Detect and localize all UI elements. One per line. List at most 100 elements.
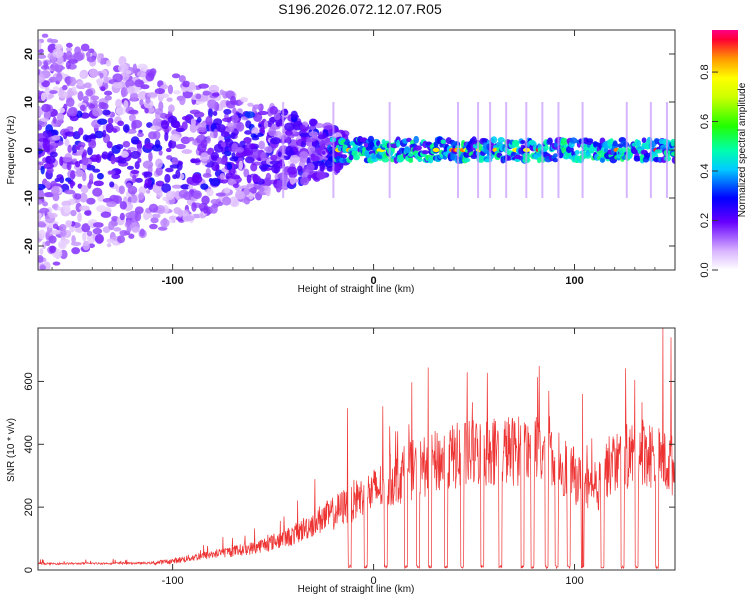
spectrogram-cell (230, 95, 236, 105)
spectrogram-cell (200, 93, 209, 102)
spectrogram-cell (299, 124, 306, 130)
spectrogram-cell (45, 240, 51, 247)
spectrogram-cell (267, 122, 272, 128)
spectrogram-cell (265, 145, 273, 154)
spectrogram-cell (119, 230, 129, 237)
spectrogram-cell (92, 99, 98, 105)
spectrogram-cell (316, 171, 327, 180)
spectrogram-streak (581, 102, 584, 198)
snr-ylabel: SNR (10 * v/v) (6, 418, 17, 482)
x-tick-label: 0 (371, 275, 377, 287)
spectrogram-cell (552, 157, 559, 163)
spectrogram-cell (111, 173, 121, 180)
spectrogram-cell (56, 119, 62, 126)
spectrogram-cell (206, 135, 211, 144)
spectrogram-cell (180, 136, 191, 145)
spectrogram-cell (263, 120, 269, 129)
spectrogram-cell (66, 77, 71, 87)
spectrogram-cell (38, 59, 43, 67)
spectrogram-cell (115, 168, 122, 175)
spectrogram-cell (130, 170, 140, 175)
spectrogram-cell (117, 235, 126, 244)
spectrogram-cell (399, 156, 404, 162)
spectrogram-cell (250, 162, 258, 172)
spectrogram-cell (152, 213, 161, 219)
spectrogram-cell (321, 150, 326, 155)
spectrogram-cell (130, 136, 140, 145)
spectrogram-cell (195, 93, 202, 100)
spectrogram-cell (243, 136, 252, 144)
spectrogram-cell (105, 123, 114, 134)
spectrogram-cell (285, 145, 294, 156)
spectrogram-cell (38, 48, 44, 54)
spectrogram-streak (332, 102, 335, 198)
spectrogram-cell (322, 132, 327, 139)
spectrogram-cell (184, 215, 195, 222)
spectrogram-cell (38, 54, 47, 59)
spectrogram-cell (212, 110, 218, 117)
spectrogram-cell (191, 174, 203, 184)
spectrogram-cell (81, 156, 89, 166)
spectrogram-cell (70, 170, 76, 180)
spectrogram-cell (222, 117, 233, 123)
spectrogram-cell (50, 56, 57, 64)
spectrogram-cell (181, 115, 191, 121)
spectrogram-streak (505, 102, 508, 198)
spectrogram-cell (137, 132, 144, 138)
spectrogram-cell (46, 38, 53, 43)
spectrogram-cell (671, 156, 675, 164)
spectrogram-cell (252, 104, 262, 110)
spectrogram-cell (66, 161, 72, 171)
spectrogram-cell (45, 155, 56, 164)
spectrogram-cell (164, 132, 169, 142)
spectrogram-cell (105, 59, 112, 67)
spectrogram-cell (100, 86, 106, 92)
spectrogram-cell (135, 177, 143, 183)
spectrogram-cell (200, 183, 209, 190)
spectrogram-cell (131, 226, 140, 233)
spectrogram-cell (87, 146, 93, 156)
spectrogram-cell (191, 201, 197, 212)
spectrogram-cell (167, 115, 178, 124)
y-tick-label: 10 (23, 96, 35, 108)
spectrogram-cell (287, 166, 298, 175)
spectrogram-cell (52, 48, 63, 59)
spectrogram-cell (376, 140, 381, 147)
spectrogram-cell (50, 180, 57, 187)
spectrogram-cell (38, 133, 46, 139)
spectrogram-cell (478, 155, 485, 163)
spectrogram-cell (80, 185, 89, 194)
spectrogram-cell (117, 64, 129, 73)
spectrogram-cell (88, 139, 97, 149)
spectrogram-cell (243, 187, 250, 196)
spectrogram-cell (43, 162, 54, 170)
spectrogram-cell (84, 210, 92, 216)
spectrogram-cell (148, 203, 159, 213)
spectrogram-cell (117, 158, 127, 164)
spectrogram-cell (79, 205, 90, 211)
spectrogram-cell (231, 113, 239, 124)
spectrogram-cell (66, 42, 73, 48)
spectrogram-cell (59, 107, 65, 114)
spectrogram-cell (70, 181, 76, 187)
spectrogram-cell (277, 151, 282, 157)
spectrogram-cell (340, 154, 348, 159)
spectrogram-cell (112, 195, 123, 205)
spectrogram-cell (86, 230, 93, 237)
spectrogram-cell (56, 112, 65, 122)
spectrogram-cell (165, 167, 174, 173)
spectrogram-cell (103, 75, 109, 86)
spectrogram-cell (440, 139, 447, 145)
spectrogram-cell (229, 156, 240, 162)
spectrogram-cell (71, 86, 77, 92)
y-tick-label: -20 (23, 238, 35, 254)
spectrogram-cell (87, 181, 92, 189)
spectrogram-cell (170, 133, 181, 142)
spectrogram-cell (168, 139, 177, 149)
spectrogram-cell (118, 185, 125, 195)
spectrogram-cell (187, 185, 194, 190)
spectrogram-cell (158, 93, 170, 99)
spectrogram-cell (196, 117, 202, 123)
spectrogram-cell (252, 175, 261, 183)
